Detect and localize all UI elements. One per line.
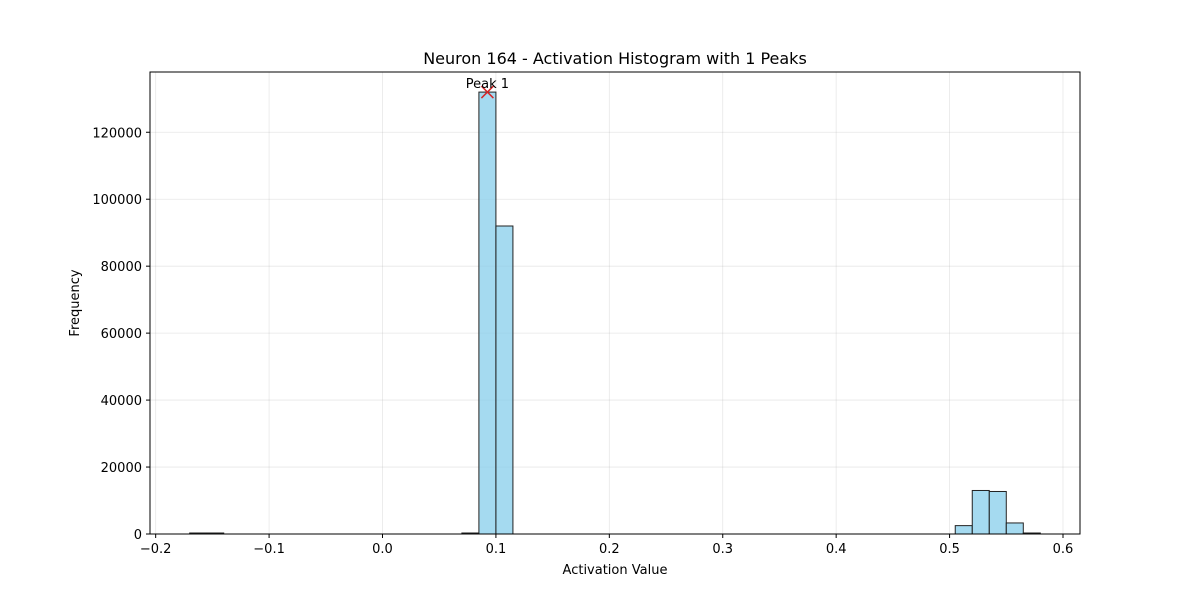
histogram-bar-7 xyxy=(988,490,1007,535)
x-tick-label: 0.0 xyxy=(372,542,393,557)
y-tick-label: 0 xyxy=(134,528,142,543)
histogram-bar-8 xyxy=(1005,522,1024,535)
x-tick-label: 0.2 xyxy=(599,542,620,557)
x-tick-label: 0.3 xyxy=(712,542,733,557)
peak-label-1: Peak 1 xyxy=(466,77,509,92)
x-tick-label: −0.2 xyxy=(140,542,172,557)
x-tick-label: 0.6 xyxy=(1053,542,1074,557)
histogram-bar-5 xyxy=(954,525,973,535)
histogram-bar-6 xyxy=(971,489,990,535)
histogram-bar-3 xyxy=(478,91,497,535)
y-tick-label: 40000 xyxy=(101,394,142,409)
y-tick-label: 20000 xyxy=(101,461,142,476)
histogram-bar-4 xyxy=(495,225,514,535)
x-tick-label: 0.1 xyxy=(486,542,507,557)
x-axis-ticks: −0.2 −0.1 0.0 0.1 0.2 0.3 0.4 0.5 0.6 xyxy=(140,534,1073,557)
y-tick-label: 80000 xyxy=(101,260,142,275)
y-axis-label: Frequency xyxy=(68,269,83,336)
y-axis-ticks: 0 20000 40000 60000 80000 100000 120000 xyxy=(92,126,150,543)
y-tick-label: 60000 xyxy=(101,327,142,342)
y-tick-label: 120000 xyxy=(92,126,142,141)
histogram-bars xyxy=(189,91,1041,535)
chart-title: Neuron 164 - Activation Histogram with 1… xyxy=(423,49,807,68)
x-tick-label: −0.1 xyxy=(253,542,285,557)
peak-markers: Peak 1 xyxy=(466,77,509,99)
plot-frame xyxy=(149,71,1081,535)
y-tick-label: 100000 xyxy=(92,193,142,208)
x-axis-label: Activation Value xyxy=(563,563,668,578)
peak-marker-1-stroke xyxy=(480,85,494,99)
grid-lines xyxy=(150,72,1080,535)
x-tick-label: 0.5 xyxy=(939,542,960,557)
x-tick-label: 0.4 xyxy=(826,542,847,557)
